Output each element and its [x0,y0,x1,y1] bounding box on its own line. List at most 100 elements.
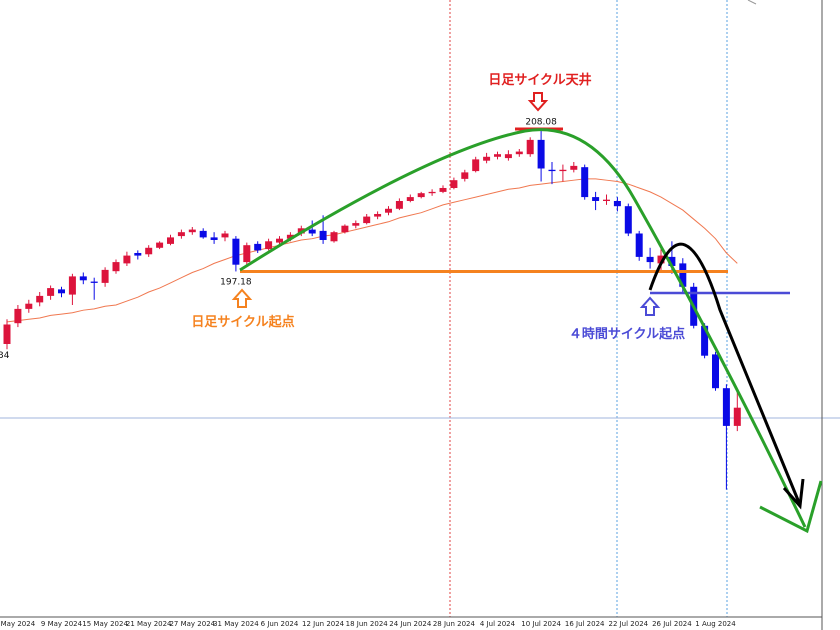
candle-body [79,276,87,281]
x-tick-label: 16 Jul 2024 [565,620,605,628]
x-tick-label: 4 Jul 2024 [480,620,516,628]
candle-body [537,139,545,169]
x-tick-label: 31 May 2024 [213,620,259,628]
candle-body [406,197,414,201]
candle-body [243,245,251,263]
up-arrow [639,296,661,316]
candle-body [199,230,207,238]
x-tick-label: 24 Jun 2024 [389,620,432,628]
candle-body [722,388,730,426]
candle-body [265,241,273,250]
annotation: 日足サイクル天井 [488,72,591,88]
candle-body [167,237,174,244]
candle-body [668,256,676,266]
candle-body [374,213,382,217]
candle-body [232,238,240,265]
x-tick-label: 27 May 2024 [169,620,215,628]
x-tick-label: May 2024 [1,620,36,628]
candle-body [657,255,665,264]
candle-body [25,303,33,309]
plot-area [3,129,741,490]
candle-body [483,156,491,161]
candle-body [68,276,76,295]
candle-body [363,216,371,224]
candle-body [712,354,719,389]
candle-body [701,325,709,356]
x-tick-label: 1 Aug 2024 [695,620,736,628]
candle-body [613,200,621,207]
x-tick-label: 6 Jun 2024 [261,620,299,628]
x-tick-label: 12 Jun 2024 [302,620,345,628]
candle-body [472,159,480,172]
candle-body [570,165,578,170]
candle-body [134,252,142,256]
h4-cycle-curve [648,242,802,506]
candle-body [286,234,294,239]
candle-body [417,193,425,198]
candle-body [733,407,741,426]
annotation: 日足サイクル起点 [191,314,294,330]
candle-body [635,233,643,257]
candle-body [450,180,458,188]
candle-body [559,169,567,172]
candle-body [58,289,65,294]
x-tick-label: 28 Jun 2024 [433,620,476,628]
candle-body [308,229,316,234]
candle-body [646,256,654,263]
down-arrow [527,92,549,112]
candle-body [123,255,131,264]
price-label: 208.08 [525,118,557,128]
candle-body [504,154,512,159]
candle-body [276,238,283,243]
annotation: ４時間サイクル起点 [569,326,685,342]
x-tick-label: 10 Jul 2024 [521,620,561,628]
arrow-head [759,480,823,534]
candle-body [3,324,11,344]
candle-body [592,197,600,201]
daily-cycle-curve [239,128,807,528]
price-label: 197.18 [220,277,252,287]
candle-body [90,281,98,283]
candle-body [385,208,392,213]
candle-body [428,191,436,194]
candle-body [145,247,153,255]
candle-body [221,233,229,238]
candle-body [395,200,403,209]
candle-body [341,225,349,233]
candle-body [352,223,360,226]
candle-body [319,230,327,240]
up-arrow [231,288,253,308]
candle-body [47,288,55,296]
x-tick-label: 9 May 2024 [41,620,83,628]
candle-body [548,169,556,172]
candle-body [36,295,44,303]
candle-body [461,172,469,179]
candle-body [439,187,447,192]
candle-body [14,308,22,324]
candle-body [581,167,589,198]
x-tick-label: 21 May 2024 [126,620,172,628]
candle-body [603,199,610,201]
candle-body [254,243,262,251]
candle-body [679,263,687,287]
candle-body [624,206,632,234]
x-tick-label: 18 Jun 2024 [346,620,389,628]
candle-body [330,232,338,242]
moving-average [6,178,738,323]
annotation: 34 [0,351,10,361]
candle-body [156,242,164,248]
corner-mark [747,0,757,5]
arrow-head [782,478,805,510]
candle-body [515,151,523,155]
candle-body [177,232,185,237]
x-tick-label: 26 Jul 2024 [652,620,692,628]
candle-body [494,154,501,157]
candle-body [112,262,120,272]
candle-body [188,229,196,233]
x-tick-label: 22 Jul 2024 [608,620,648,628]
